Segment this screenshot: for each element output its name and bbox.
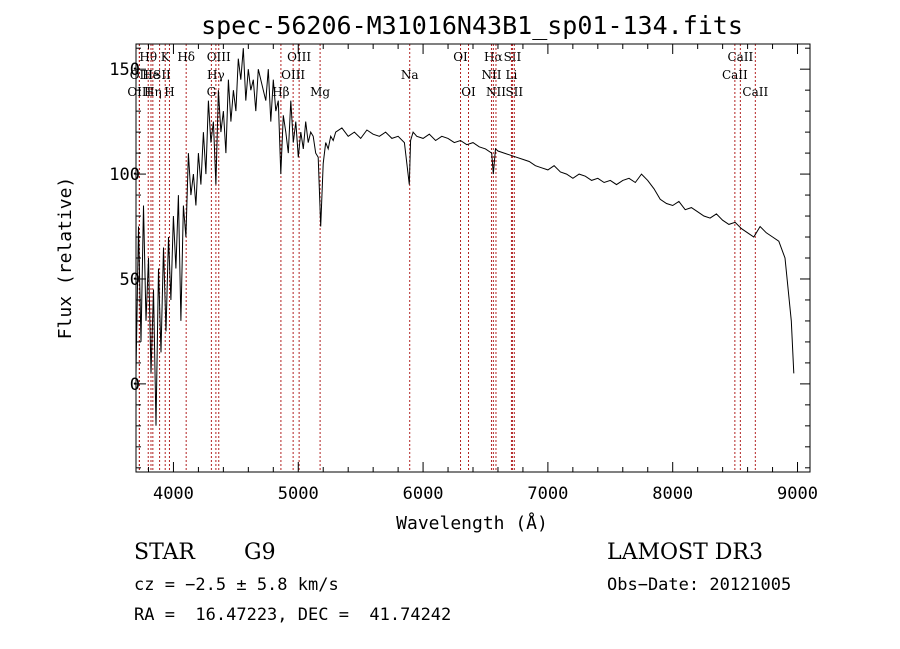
redshift-velocity: cz = −2.5 ± 5.8 km/s bbox=[134, 575, 339, 595]
observation-date: Obs−Date: 20121005 bbox=[607, 575, 792, 595]
line-marker-label: Na bbox=[401, 68, 419, 82]
x-tick-label: 6000 bbox=[403, 484, 444, 504]
line-marker-label: OI bbox=[461, 85, 476, 99]
line-marker-label: OII bbox=[130, 68, 150, 82]
line-marker-label: CaII bbox=[722, 68, 748, 82]
line-marker-label: NII bbox=[481, 68, 501, 82]
line-marker-label: SII bbox=[505, 85, 523, 99]
spectrum-line bbox=[135, 48, 795, 426]
y-tick-label: 150 bbox=[109, 60, 140, 80]
line-marker-label: Hβ bbox=[272, 85, 289, 99]
line-marker-label: K bbox=[161, 50, 171, 64]
line-marker-label: Hθ bbox=[139, 50, 157, 64]
line-marker-label: He bbox=[142, 68, 160, 82]
line-marker-label: OIII bbox=[287, 50, 311, 64]
line-marker-label: Hδ bbox=[177, 50, 195, 64]
x-tick-label: 8000 bbox=[652, 484, 693, 504]
line-marker-label: ISII bbox=[148, 68, 171, 82]
survey-name: LAMOST DR3 bbox=[607, 540, 763, 565]
line-marker-label: Hγ bbox=[207, 68, 225, 82]
x-tick-label: 4000 bbox=[153, 484, 194, 504]
object-subclass: G9 bbox=[244, 540, 276, 565]
line-marker-label: SII bbox=[504, 50, 522, 64]
line-marker-label: OIII bbox=[127, 85, 151, 99]
line-marker-label: OIII bbox=[281, 68, 305, 82]
line-marker-label: NII bbox=[486, 85, 506, 99]
x-tick-label: 5000 bbox=[278, 484, 319, 504]
line-marker-label: Hα bbox=[484, 50, 503, 64]
line-marker-label: G bbox=[207, 85, 217, 99]
x-tick-label: 9000 bbox=[777, 484, 818, 504]
line-marker-layer: Hθ OII OIII He Hη K ISII H Hδ OIII Hγ G OIII OIII Hβ Mg… bbox=[127, 44, 768, 472]
y-axis: 0 50 100 150 bbox=[109, 47, 810, 469]
plot-frame bbox=[135, 43, 811, 473]
line-marker-label: OI bbox=[453, 50, 468, 64]
line-marker-label: Li bbox=[506, 68, 518, 82]
line-marker-label: Hη bbox=[144, 85, 162, 99]
y-tick-label: 0 bbox=[130, 375, 140, 395]
chart-title: spec-56206-M31016N43B1_sp01-134.fits bbox=[201, 11, 743, 40]
x-axis: 4000 5000 6000 7000 8000 9000 bbox=[147, 44, 818, 504]
line-marker-label: CaII bbox=[742, 85, 768, 99]
line-marker-label: OIII bbox=[207, 50, 231, 64]
y-axis-label: Flux (relative) bbox=[55, 177, 76, 340]
coordinates: RA = 16.47223, DEC = 41.74242 bbox=[134, 605, 452, 625]
line-marker-label: Mg bbox=[310, 85, 330, 99]
x-tick-label: 7000 bbox=[527, 484, 568, 504]
y-tick-label: 100 bbox=[109, 165, 140, 185]
y-tick-label: 50 bbox=[120, 270, 140, 290]
line-marker-label: H bbox=[164, 85, 174, 99]
line-marker-label: CaII bbox=[727, 50, 753, 64]
x-axis-label: Wavelength (Å) bbox=[396, 512, 548, 534]
object-class: STAR bbox=[134, 540, 195, 565]
